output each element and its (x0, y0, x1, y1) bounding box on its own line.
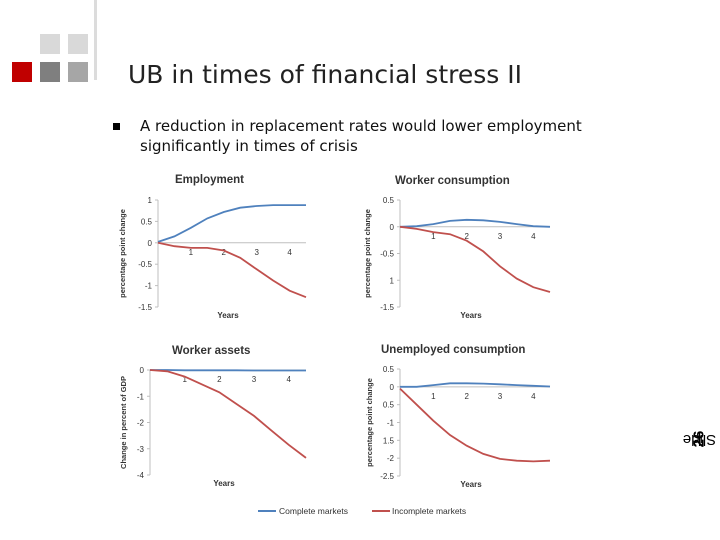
y-tick-label: -2 (387, 454, 395, 463)
x-tick-label: 1 (431, 392, 436, 401)
y-tick-label: 1 (148, 196, 153, 205)
dark-square-icon (40, 62, 60, 82)
light-square-icon (40, 34, 60, 54)
y-tick-label: 0.5 (383, 401, 395, 410)
series-line (399, 387, 551, 463)
x-axis-label: Years (213, 479, 235, 488)
chart-title: Employment (175, 174, 244, 186)
y-tick-label: -0.5 (138, 260, 152, 269)
y-tick-label: 0.5 (383, 196, 395, 205)
x-tick-label: 4 (531, 232, 536, 241)
y-tick-label: 1 (390, 276, 395, 285)
y-tick-label: 0 (390, 383, 395, 392)
bullet-text: A reduction in replacement rates would l… (140, 117, 582, 155)
x-tick-label: 2 (217, 375, 222, 384)
x-tick-label: 2 (464, 392, 469, 401)
x-axis-label: Years (460, 311, 482, 320)
chart-title: Worker assets (172, 345, 250, 357)
y-tick-label: -1.5 (138, 303, 152, 312)
series-line (399, 218, 551, 228)
y-axis-label: Change in percent of GDP (119, 376, 128, 469)
x-tick-label: 4 (286, 375, 291, 384)
y-axis-label: percentage point change (118, 209, 127, 298)
legend-label-complete: Complete markets (279, 506, 348, 516)
light-square-icon (68, 34, 88, 54)
y-tick-label: 0 (148, 239, 153, 248)
y-tick-label: 0.5 (383, 365, 395, 374)
y-tick-label: 0.5 (141, 217, 153, 226)
y-tick-label: 0 (140, 366, 145, 375)
series-line (400, 382, 551, 388)
x-tick-label: 2 (464, 232, 469, 241)
y-tick-label: -3 (137, 445, 145, 454)
y-tick-label: 1.5 (383, 436, 395, 445)
red-square-icon (12, 62, 32, 82)
series-line (157, 241, 307, 299)
x-tick-label: 1 (431, 232, 436, 241)
x-tick-label: 4 (531, 392, 536, 401)
x-tick-label: 3 (254, 248, 259, 257)
y-tick-label: -0.5 (380, 250, 394, 259)
x-axis-label: Years (217, 311, 239, 320)
x-axis-label: Years (460, 480, 482, 489)
y-tick-label: -2.5 (380, 472, 394, 481)
y-axis-label: percentage point change (365, 378, 374, 467)
x-tick-label: 2 (222, 248, 227, 257)
y-tick-label: 0 (390, 223, 395, 232)
bullet-square-icon (113, 123, 120, 130)
y-axis-label: percentage point change (363, 209, 372, 298)
gray-square-icon (68, 62, 88, 82)
x-tick-label: 3 (498, 232, 503, 241)
y-tick-label: -1.5 (380, 303, 394, 312)
x-tick-label: 3 (252, 375, 257, 384)
slide-title: UB in times of financial stress II (128, 60, 522, 89)
y-tick-label: -1 (137, 392, 145, 401)
y-tick-label: -4 (137, 471, 145, 480)
x-tick-label: 3 (498, 392, 503, 401)
series-line (150, 369, 306, 372)
legend-label-incomplete: Incomplete markets (392, 506, 466, 516)
chart-title: Worker consumption (395, 175, 510, 187)
y-tick-label: -2 (137, 419, 145, 428)
series-line (157, 204, 306, 243)
series-line (399, 225, 551, 293)
x-tick-label: 1 (182, 375, 187, 384)
header-divider (94, 0, 97, 80)
series-line (149, 369, 307, 459)
x-tick-label: 4 (287, 248, 292, 257)
x-tick-label: 1 (189, 248, 194, 257)
y-tick-label: -1 (145, 282, 153, 291)
y-tick-label: -1 (387, 419, 395, 428)
chart-title: Unemployed consumption (381, 344, 525, 356)
